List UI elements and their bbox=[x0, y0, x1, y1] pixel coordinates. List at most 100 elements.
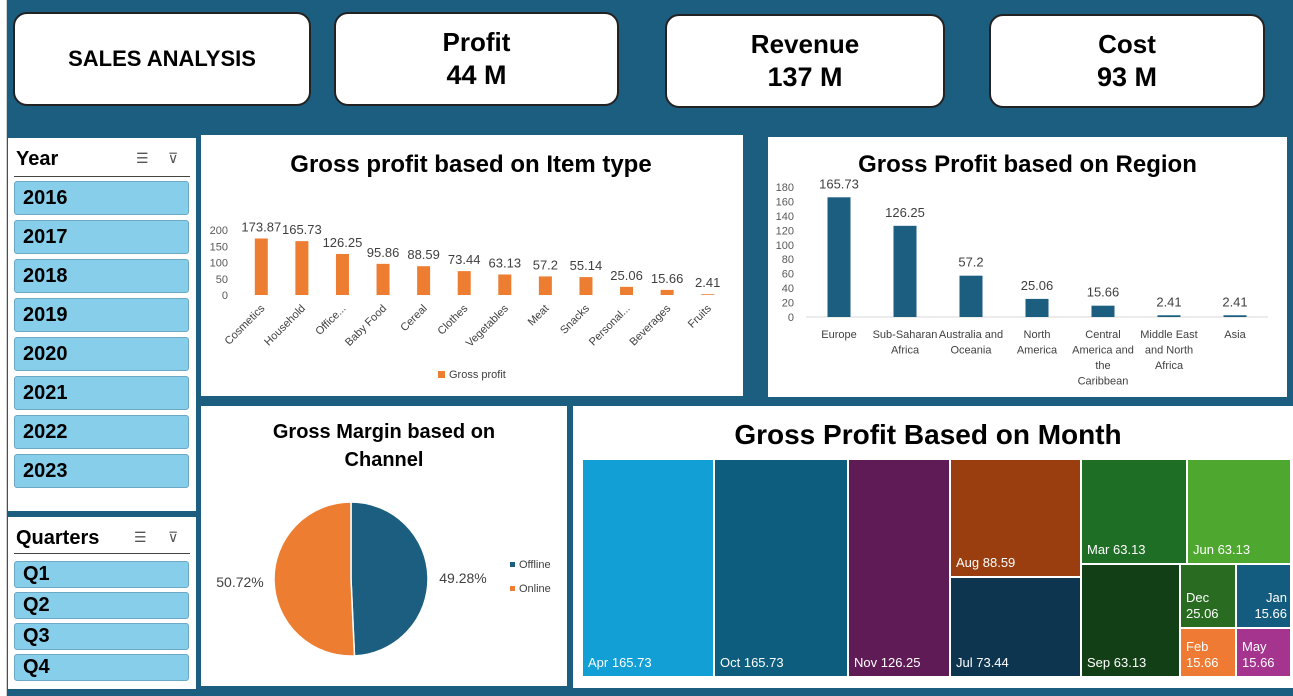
bar bbox=[893, 225, 917, 317]
legend-label: Gross profit bbox=[449, 369, 506, 381]
y-tick-label: 200 bbox=[210, 225, 228, 237]
bar bbox=[827, 197, 851, 317]
year-button-2016[interactable]: 2016 bbox=[14, 181, 189, 215]
bar bbox=[295, 241, 309, 295]
x-tick-label: Meat bbox=[526, 303, 552, 329]
data-label: 73.44 bbox=[448, 252, 481, 267]
year-button-2023[interactable]: 2023 bbox=[14, 454, 189, 488]
y-tick-label: 80 bbox=[782, 254, 794, 266]
bar bbox=[457, 271, 471, 295]
treemap-tile-label: Nov 126.25 bbox=[854, 655, 921, 670]
year-button-2020[interactable]: 2020 bbox=[14, 337, 189, 371]
month-chart-title: Gross Profit Based on Month bbox=[734, 419, 1122, 450]
pie-slice bbox=[350, 501, 429, 657]
data-label: 2.41 bbox=[1156, 294, 1181, 309]
cost-value: 93 M bbox=[1096, 62, 1158, 92]
data-label: 88.59 bbox=[407, 247, 440, 262]
data-label: 165.73 bbox=[819, 176, 859, 191]
data-label: 126.25 bbox=[885, 205, 925, 220]
bar bbox=[579, 277, 593, 295]
bar bbox=[1157, 315, 1181, 317]
x-tick-label: Snacks bbox=[558, 302, 592, 336]
data-label: 173.87 bbox=[241, 219, 281, 234]
y-tick-label: 100 bbox=[776, 240, 794, 252]
year-slicer-title: Year bbox=[16, 148, 59, 170]
item-type-chart: Gross profit based on Item type 0 50 100 15… bbox=[201, 135, 743, 396]
y-tick-label: 20 bbox=[782, 298, 794, 310]
y-tick-label: 120 bbox=[776, 225, 794, 237]
year-button-2021[interactable]: 2021 bbox=[14, 376, 189, 410]
treemap-tile-label: Feb 15.66 bbox=[1186, 639, 1219, 670]
x-tick-label: Office... bbox=[313, 303, 348, 338]
treemap-tile: Mar 63.13 bbox=[1081, 459, 1187, 564]
treemap-tile-label: Oct 165.73 bbox=[720, 655, 784, 670]
treemap-tile-label: Jan 15.66 bbox=[1254, 590, 1287, 621]
month-chart: Gross Profit Based on Month Apr 165.73 Oc… bbox=[573, 406, 1293, 688]
clear-filter-icon[interactable]: ⊽ bbox=[168, 529, 179, 545]
x-tick-label: Europe bbox=[821, 329, 856, 341]
y-tick-label: 180 bbox=[776, 182, 794, 194]
profit-label: Profit bbox=[442, 27, 511, 57]
region-chart-title: Gross Profit based on Region bbox=[858, 151, 1197, 178]
data-label: 50.72% bbox=[216, 574, 263, 590]
multi-select-icon[interactable]: ☰ bbox=[136, 150, 149, 166]
treemap-tile: Apr 165.73 bbox=[582, 459, 714, 677]
year-button-2022[interactable]: 2022 bbox=[14, 415, 189, 449]
x-tick-label: Baby Food bbox=[343, 303, 389, 349]
treemap-tile: Oct 165.73 bbox=[714, 459, 848, 677]
y-tick-label: 100 bbox=[210, 258, 228, 270]
profit-card: Profit 44 M bbox=[334, 12, 619, 106]
quarter-button-q2[interactable]: Q2 bbox=[14, 592, 189, 619]
item-type-chart-title: Gross profit based on Item type bbox=[290, 151, 652, 178]
channel-chart-title: Gross Margin based on Channel bbox=[272, 421, 496, 471]
bar bbox=[417, 266, 431, 295]
bar bbox=[959, 275, 983, 317]
region-plot: 0 20 40 60 80 100 120 140 160 180 165.73 Europe 126.… bbox=[776, 176, 1268, 388]
bar bbox=[1223, 315, 1247, 317]
quarter-button-q1[interactable]: Q1 bbox=[14, 561, 189, 588]
x-tick-label: Personal... bbox=[587, 303, 633, 349]
x-tick-label: Vegetables bbox=[464, 302, 511, 349]
revenue-value: 137 M bbox=[767, 62, 843, 92]
legend-swatch bbox=[510, 562, 515, 567]
treemap-tile-label: Apr 165.73 bbox=[588, 655, 652, 670]
multi-select-icon[interactable]: ☰ bbox=[134, 529, 147, 545]
treemap-tile-label: Dec 25.06 bbox=[1186, 590, 1219, 621]
year-slicer: Year ☰ ⊽ 2016 2017 2018 2019 2020 2021 2022 202… bbox=[8, 138, 196, 511]
legend-swatch bbox=[438, 371, 445, 378]
cost-label: Cost bbox=[1098, 29, 1156, 59]
bar bbox=[335, 253, 349, 295]
treemap-tile-label: Aug 88.59 bbox=[956, 555, 1016, 570]
x-tick-label: Sub-Saharan Africa bbox=[873, 329, 938, 357]
x-tick-label: Beverages bbox=[628, 302, 674, 348]
clear-filter-icon[interactable]: ⊽ bbox=[168, 150, 179, 166]
quarter-button-q4[interactable]: Q4 bbox=[14, 654, 189, 681]
bar bbox=[620, 286, 634, 295]
treemap-tile-label: Jul 73.44 bbox=[956, 655, 1009, 670]
x-tick-label: Asia bbox=[1224, 329, 1246, 341]
x-tick-label: North America bbox=[1017, 329, 1058, 357]
treemap-tile-label: Jun 63.13 bbox=[1193, 542, 1251, 557]
data-label: 25.06 bbox=[610, 268, 643, 283]
bar bbox=[1025, 298, 1049, 317]
year-button-2017[interactable]: 2017 bbox=[14, 220, 189, 254]
bar bbox=[254, 238, 268, 295]
legend-swatch bbox=[510, 586, 515, 591]
data-label: 25.06 bbox=[1021, 278, 1054, 293]
year-button-2019[interactable]: 2019 bbox=[14, 298, 189, 332]
quarters-slicer-title: Quarters bbox=[16, 527, 100, 549]
bar bbox=[498, 274, 512, 295]
data-label: 15.66 bbox=[651, 271, 684, 286]
treemap-tile-label: Mar 63.13 bbox=[1087, 542, 1146, 557]
year-button-2018[interactable]: 2018 bbox=[14, 259, 189, 293]
data-label: 57.2 bbox=[533, 257, 558, 272]
region-chart: Gross Profit based on Region 0 20 40 60 80 10… bbox=[768, 137, 1287, 397]
revenue-label: Revenue bbox=[750, 29, 860, 59]
treemap-tile: Jun 63.13 bbox=[1187, 459, 1291, 564]
quarters-slicer: Quarters ☰ ⊽ Q1 Q2 Q3 Q4 bbox=[8, 517, 196, 689]
data-label: 15.66 bbox=[1087, 285, 1120, 300]
treemap-tile: May 15.66 bbox=[1236, 628, 1291, 677]
channel-plot: 49.28% 50.72% Offline Online bbox=[216, 501, 551, 657]
quarter-button-q3[interactable]: Q3 bbox=[14, 623, 189, 650]
x-tick-label: Cosmetics bbox=[223, 302, 268, 347]
